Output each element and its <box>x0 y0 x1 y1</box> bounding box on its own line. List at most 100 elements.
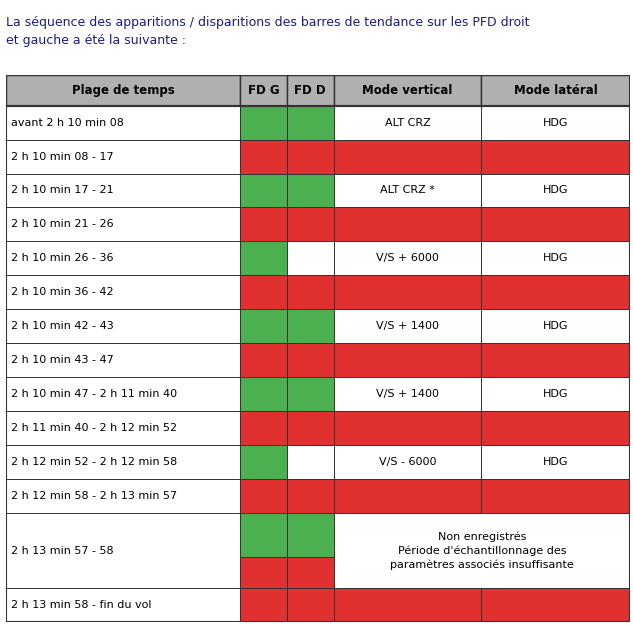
Bar <box>334 208 482 241</box>
Bar <box>287 241 334 276</box>
Bar <box>287 75 334 106</box>
Bar <box>240 343 287 377</box>
Bar <box>240 174 287 208</box>
Bar <box>6 106 240 139</box>
Bar <box>6 343 240 377</box>
Bar <box>334 588 482 622</box>
Bar <box>240 139 287 174</box>
Bar <box>482 588 630 622</box>
Bar <box>6 75 240 106</box>
Bar <box>482 411 630 445</box>
Bar <box>334 75 482 106</box>
Bar <box>334 139 482 174</box>
Text: Non enregistrés
Période d'échantillonnage des
paramètres associés insuffisante: Non enregistrés Période d'échantillonnag… <box>390 531 573 570</box>
Bar <box>240 276 287 309</box>
Bar <box>287 174 334 208</box>
Text: 2 h 10 min 08 - 17: 2 h 10 min 08 - 17 <box>11 151 114 161</box>
Bar <box>287 513 334 556</box>
Bar <box>334 513 630 588</box>
Bar <box>334 309 482 343</box>
Bar <box>240 208 287 241</box>
Bar <box>240 588 287 622</box>
Text: HDG: HDG <box>543 118 568 127</box>
Text: HDG: HDG <box>543 458 568 468</box>
Bar <box>287 556 334 588</box>
Text: 2 h 10 min 47 - 2 h 11 min 40: 2 h 10 min 47 - 2 h 11 min 40 <box>11 389 177 399</box>
Bar <box>287 378 334 411</box>
Bar <box>240 411 287 445</box>
Bar <box>287 445 334 479</box>
Text: V/S + 1400: V/S + 1400 <box>376 389 439 399</box>
Bar <box>6 174 240 208</box>
Bar <box>287 309 334 343</box>
Text: 2 h 11 min 40 - 2 h 12 min 52: 2 h 11 min 40 - 2 h 12 min 52 <box>11 423 177 433</box>
Bar <box>6 241 240 276</box>
Bar <box>6 75 630 106</box>
Bar <box>482 106 630 139</box>
Bar <box>287 276 334 309</box>
Bar <box>482 208 630 241</box>
Text: FD D: FD D <box>294 84 326 97</box>
Text: 2 h 10 min 17 - 21: 2 h 10 min 17 - 21 <box>11 186 114 196</box>
Bar <box>334 479 482 513</box>
Text: ALT CRZ: ALT CRZ <box>385 118 430 127</box>
Bar <box>334 174 482 208</box>
Bar <box>287 411 334 445</box>
Bar <box>240 106 287 139</box>
Text: 2 h 13 min 57 - 58: 2 h 13 min 57 - 58 <box>11 546 114 556</box>
Text: 2 h 10 min 21 - 26: 2 h 10 min 21 - 26 <box>11 219 114 229</box>
Bar <box>334 445 482 479</box>
Bar <box>482 241 630 276</box>
Bar <box>287 588 334 622</box>
Bar <box>240 241 287 276</box>
Bar <box>6 309 240 343</box>
Text: 2 h 10 min 36 - 42: 2 h 10 min 36 - 42 <box>11 288 114 298</box>
Bar <box>6 139 240 174</box>
Bar <box>240 556 287 588</box>
Bar <box>334 378 482 411</box>
Text: HDG: HDG <box>543 253 568 263</box>
Bar <box>240 513 287 556</box>
Bar <box>334 276 482 309</box>
Bar <box>240 479 287 513</box>
Bar <box>6 588 240 622</box>
Bar <box>240 378 287 411</box>
Text: avant 2 h 10 min 08: avant 2 h 10 min 08 <box>11 118 124 127</box>
Bar <box>6 445 240 479</box>
Bar <box>287 139 334 174</box>
Bar <box>482 343 630 377</box>
Bar <box>482 378 630 411</box>
Text: ALT CRZ *: ALT CRZ * <box>380 186 435 196</box>
Text: Mode vertical: Mode vertical <box>362 84 453 97</box>
Bar <box>6 378 240 411</box>
Bar <box>482 174 630 208</box>
Bar <box>482 75 630 106</box>
Text: HDG: HDG <box>543 321 568 331</box>
Text: Plage de temps: Plage de temps <box>72 84 175 97</box>
Bar <box>482 276 630 309</box>
Bar <box>334 106 482 139</box>
Text: HDG: HDG <box>543 186 568 196</box>
Bar <box>482 445 630 479</box>
Text: V/S - 6000: V/S - 6000 <box>379 458 436 468</box>
Text: 2 h 13 min 58 - fin du vol: 2 h 13 min 58 - fin du vol <box>11 600 152 610</box>
Bar <box>287 208 334 241</box>
Bar <box>334 411 482 445</box>
Text: La séquence des apparitions / disparitions des barres de tendance sur les PFD dr: La séquence des apparitions / disparitio… <box>6 16 530 48</box>
Bar <box>240 309 287 343</box>
Bar <box>240 75 287 106</box>
Text: HDG: HDG <box>543 389 568 399</box>
Text: FD G: FD G <box>248 84 279 97</box>
Bar <box>482 479 630 513</box>
Bar <box>334 343 482 377</box>
Text: Mode latéral: Mode latéral <box>514 84 598 97</box>
Text: 2 h 10 min 26 - 36: 2 h 10 min 26 - 36 <box>11 253 114 263</box>
Bar <box>287 479 334 513</box>
Text: 2 h 10 min 43 - 47: 2 h 10 min 43 - 47 <box>11 356 114 366</box>
Text: 2 h 12 min 52 - 2 h 12 min 58: 2 h 12 min 52 - 2 h 12 min 58 <box>11 458 178 468</box>
Bar <box>6 411 240 445</box>
Bar <box>240 445 287 479</box>
Text: V/S + 6000: V/S + 6000 <box>376 253 439 263</box>
Bar <box>287 106 334 139</box>
Bar <box>6 479 240 513</box>
